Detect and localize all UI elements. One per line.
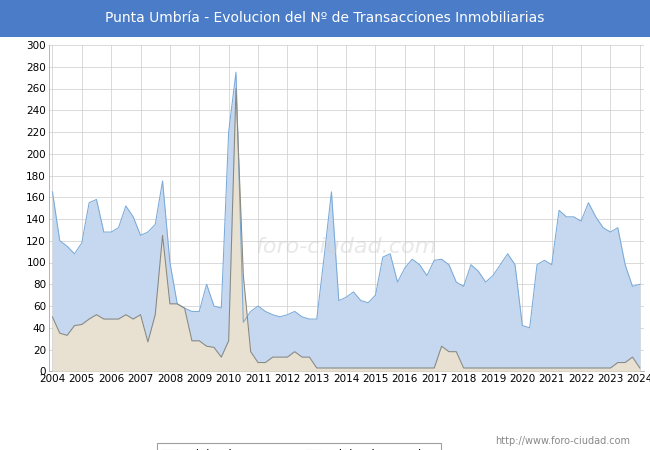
- Legend: Viviendas Nuevas, Viviendas Usadas: Viviendas Nuevas, Viviendas Usadas: [157, 443, 441, 450]
- Text: foro-ciudad.com: foro-ciudad.com: [255, 237, 437, 257]
- Text: Punta Umbría - Evolucion del Nº de Transacciones Inmobiliarias: Punta Umbría - Evolucion del Nº de Trans…: [105, 11, 545, 26]
- Text: http://www.foro-ciudad.com: http://www.foro-ciudad.com: [495, 436, 630, 446]
